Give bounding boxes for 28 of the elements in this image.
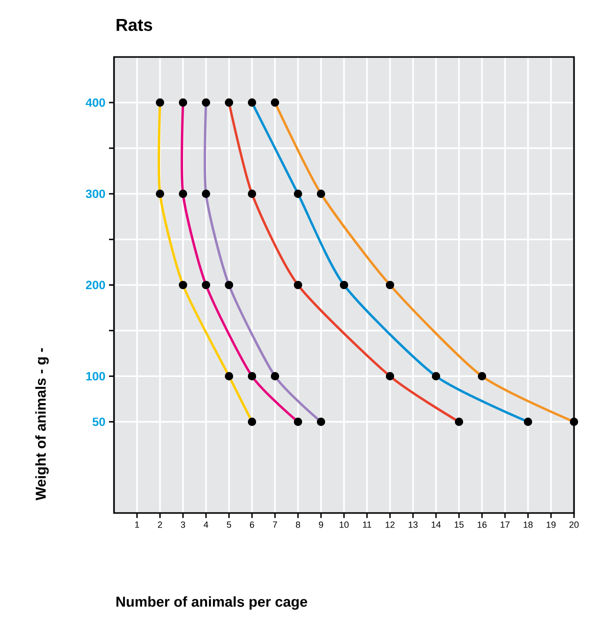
x-tick-label: 4	[204, 521, 208, 528]
x-tick-label: 20	[569, 521, 579, 528]
x-tick-label: 18	[524, 521, 533, 528]
x-tick-label: 9	[318, 521, 324, 528]
y-tick-label: 300	[86, 190, 105, 198]
y-tick-label: 50	[92, 418, 106, 426]
x-tick-label: 19	[546, 521, 556, 528]
x-tick-label: 15	[454, 521, 464, 528]
x-tick-label: 8	[296, 521, 300, 528]
chart-title: Rats	[116, 18, 152, 31]
x-tick-label: 16	[478, 521, 487, 528]
y-tick-label: 400	[86, 98, 105, 107]
x-tick-label: 5	[226, 521, 232, 528]
x-tick-label: 17	[500, 521, 510, 528]
y-axis-title: Weight of animals - g -	[35, 348, 49, 500]
x-tick-label: 2	[158, 521, 162, 528]
x-tick-label: 3	[180, 521, 186, 528]
x-axis-title: Number of animals per cage	[116, 596, 308, 610]
x-tick-label: 13	[408, 521, 418, 528]
x-tick-label: 10	[340, 521, 349, 528]
x-tick-label: 14	[432, 521, 441, 528]
x-tick-label: 11	[363, 521, 372, 528]
x-tick-label: 7	[272, 521, 278, 528]
x-tick-label: 1	[135, 521, 140, 528]
x-tick-label: 6	[250, 521, 254, 528]
y-tick-label: 100	[86, 372, 105, 380]
x-tick-label: 12	[386, 521, 395, 528]
y-tick-label: 200	[86, 280, 105, 290]
